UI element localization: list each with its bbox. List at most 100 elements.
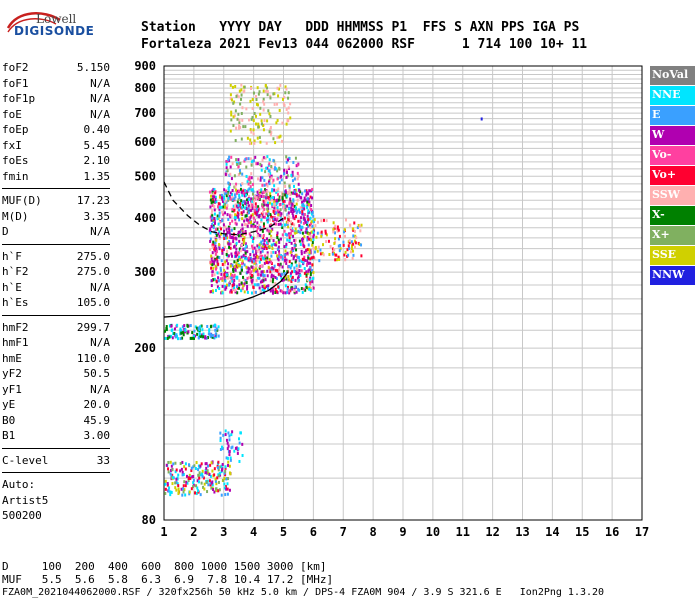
echo-point	[288, 201, 291, 205]
echo-point	[290, 287, 293, 291]
echo-point	[267, 172, 270, 176]
echo-point	[255, 162, 258, 166]
echo-point	[287, 165, 290, 169]
echo-point	[238, 283, 241, 287]
echo-point	[233, 185, 236, 189]
echo-point	[243, 247, 246, 251]
echo-point	[220, 445, 223, 449]
echo-point	[313, 220, 316, 224]
echo-point	[239, 102, 242, 106]
echo-point	[258, 189, 261, 193]
echo-point	[269, 114, 272, 118]
echo-point	[231, 430, 234, 434]
echo-point	[250, 163, 253, 167]
echo-point	[286, 194, 289, 198]
echo-point	[232, 124, 235, 128]
echo-point	[224, 493, 227, 497]
echo-point	[285, 258, 288, 262]
echo-point	[236, 259, 239, 263]
echo-point	[312, 235, 315, 239]
param-value: 33	[96, 453, 110, 467]
echo-point	[243, 290, 246, 294]
echo-point	[254, 202, 257, 206]
echo-point	[238, 124, 241, 128]
echo-point	[245, 206, 248, 210]
echo-point	[244, 280, 247, 284]
echo-point	[307, 192, 310, 196]
echo-point	[228, 464, 231, 468]
echo-point	[216, 271, 219, 275]
echo-point	[233, 260, 236, 264]
echo-point	[192, 336, 195, 340]
echo-point	[319, 252, 322, 256]
echo-point	[212, 226, 215, 230]
echo-point	[240, 289, 243, 293]
echo-point	[304, 288, 307, 292]
echo-point	[262, 195, 265, 199]
echo-point	[274, 162, 277, 166]
echo-point	[224, 429, 227, 433]
echo-point	[241, 205, 244, 209]
echo-point	[268, 224, 271, 228]
echo-point	[292, 184, 295, 188]
echo-point	[276, 86, 279, 90]
echo-point	[251, 106, 254, 110]
echo-point	[240, 268, 243, 272]
echo-point	[229, 83, 232, 87]
echo-point	[294, 227, 297, 231]
echo-point	[171, 468, 174, 472]
echo-point	[217, 216, 220, 220]
echo-point	[228, 453, 231, 457]
echo-point	[231, 235, 234, 239]
echo-point	[211, 289, 214, 293]
echo-point	[209, 227, 212, 231]
echo-point	[214, 257, 217, 261]
y-tick-label: 800	[134, 81, 156, 95]
echo-point	[270, 214, 273, 218]
echo-point	[270, 198, 273, 202]
echo-point	[241, 217, 244, 221]
echo-point	[314, 224, 317, 228]
echo-point	[267, 216, 270, 220]
echo-point	[230, 433, 233, 437]
echo-point	[200, 481, 203, 485]
echo-point	[242, 210, 245, 214]
echo-point	[311, 230, 314, 234]
param-value: N/A	[90, 336, 110, 349]
echo-point	[213, 221, 216, 225]
echo-point	[282, 206, 285, 210]
echo-point	[289, 116, 292, 120]
echo-point	[278, 167, 281, 171]
echo-point	[275, 202, 278, 206]
echo-point	[213, 204, 216, 208]
echo-point	[210, 218, 213, 222]
echo-point	[255, 278, 258, 282]
echo-point	[245, 214, 248, 218]
echo-point	[224, 433, 227, 437]
echo-point	[222, 478, 225, 482]
echo-point	[265, 261, 268, 265]
echo-point	[234, 184, 237, 188]
echo-point	[182, 333, 185, 337]
echo-point	[212, 266, 215, 270]
echo-point	[308, 189, 311, 193]
echo-point	[284, 85, 287, 89]
echo-point	[246, 270, 249, 274]
echo-point	[274, 206, 277, 210]
echo-point	[358, 224, 361, 228]
echo-point	[200, 334, 203, 338]
echo-point	[214, 477, 217, 481]
echo-point	[213, 273, 216, 277]
echo-point	[211, 209, 214, 213]
echo-point	[274, 275, 277, 279]
echo-point	[261, 183, 264, 187]
echo-point	[217, 202, 220, 206]
echo-point	[260, 212, 263, 216]
echo-point	[282, 278, 285, 282]
echo-point	[350, 247, 353, 251]
echo-point	[218, 256, 221, 260]
echo-point	[229, 172, 232, 176]
echo-point	[212, 243, 215, 247]
echo-point	[224, 279, 227, 283]
echo-point	[294, 192, 297, 196]
